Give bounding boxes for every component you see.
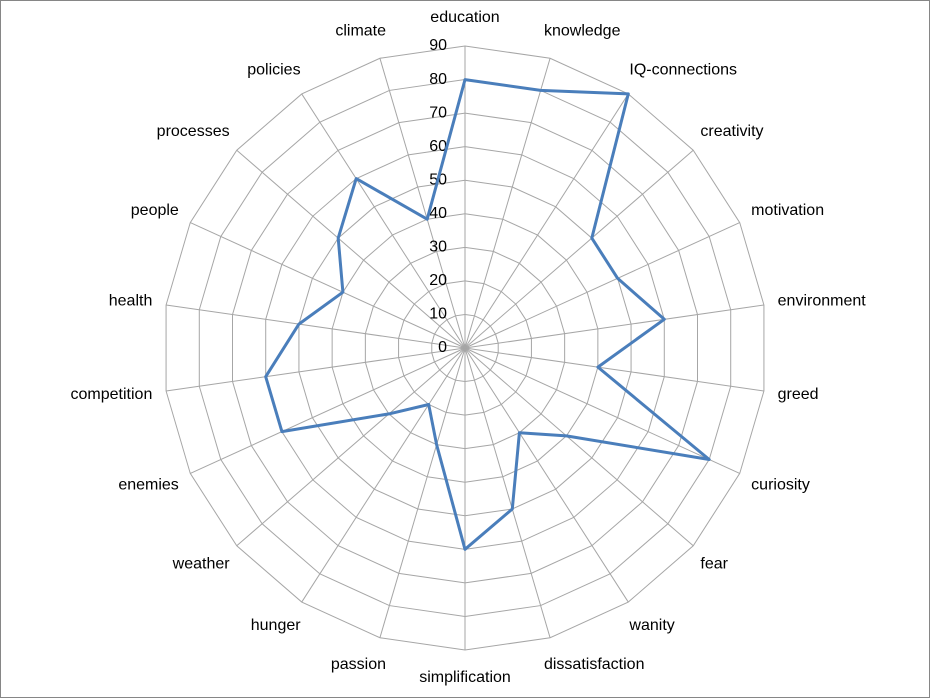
spoke xyxy=(236,149,466,349)
category-label: policies xyxy=(247,62,300,79)
spoke xyxy=(190,222,466,349)
spoke xyxy=(166,304,466,349)
category-label: climate xyxy=(335,23,386,40)
spoke xyxy=(166,347,466,392)
r-tick-label: 80 xyxy=(429,71,447,88)
spoke xyxy=(464,347,551,638)
r-tick-label: 20 xyxy=(429,272,447,289)
data-line xyxy=(264,78,711,551)
category-label: environment xyxy=(778,292,867,309)
spoke xyxy=(190,347,466,474)
category-label: people xyxy=(131,202,179,219)
category-label: weather xyxy=(172,555,231,572)
spoke xyxy=(236,347,466,547)
r-tick-label: 90 xyxy=(429,37,447,54)
category-label: passion xyxy=(331,656,386,673)
category-label: processes xyxy=(157,123,230,140)
r-tick-label: 0 xyxy=(438,339,447,356)
r-tick-label: 10 xyxy=(429,306,447,323)
category-label: fear xyxy=(700,555,728,572)
category-label: health xyxy=(109,292,153,309)
category-label: simplification xyxy=(419,669,511,686)
category-label: motivation xyxy=(751,202,824,219)
r-tick-label: 40 xyxy=(429,205,447,222)
spoke xyxy=(464,347,740,474)
r-tick-label: 70 xyxy=(429,104,447,121)
spoke xyxy=(464,347,629,603)
r-tick-label: 30 xyxy=(429,239,447,256)
category-label: enemies xyxy=(118,476,178,493)
spoke xyxy=(464,58,551,349)
category-label: IQ-connections xyxy=(629,62,737,79)
spoke xyxy=(464,149,694,349)
category-label: hunger xyxy=(251,617,301,634)
spoke xyxy=(301,347,466,603)
category-label: curiosity xyxy=(751,476,810,493)
spoke xyxy=(464,93,629,349)
category-label: creativity xyxy=(700,123,763,140)
category-label: knowledge xyxy=(544,23,621,40)
r-tick-label: 60 xyxy=(429,138,447,155)
spoke xyxy=(464,347,764,392)
spoke xyxy=(464,304,764,349)
category-label: competition xyxy=(71,386,153,403)
category-label: dissatisfaction xyxy=(544,656,645,673)
category-label: wanity xyxy=(628,617,674,634)
spoke xyxy=(301,93,466,349)
spoke xyxy=(379,58,466,349)
spoke xyxy=(379,347,466,638)
spoke xyxy=(464,347,694,547)
spoke xyxy=(464,222,740,349)
category-label: greed xyxy=(778,386,819,403)
category-label: education xyxy=(430,9,499,26)
